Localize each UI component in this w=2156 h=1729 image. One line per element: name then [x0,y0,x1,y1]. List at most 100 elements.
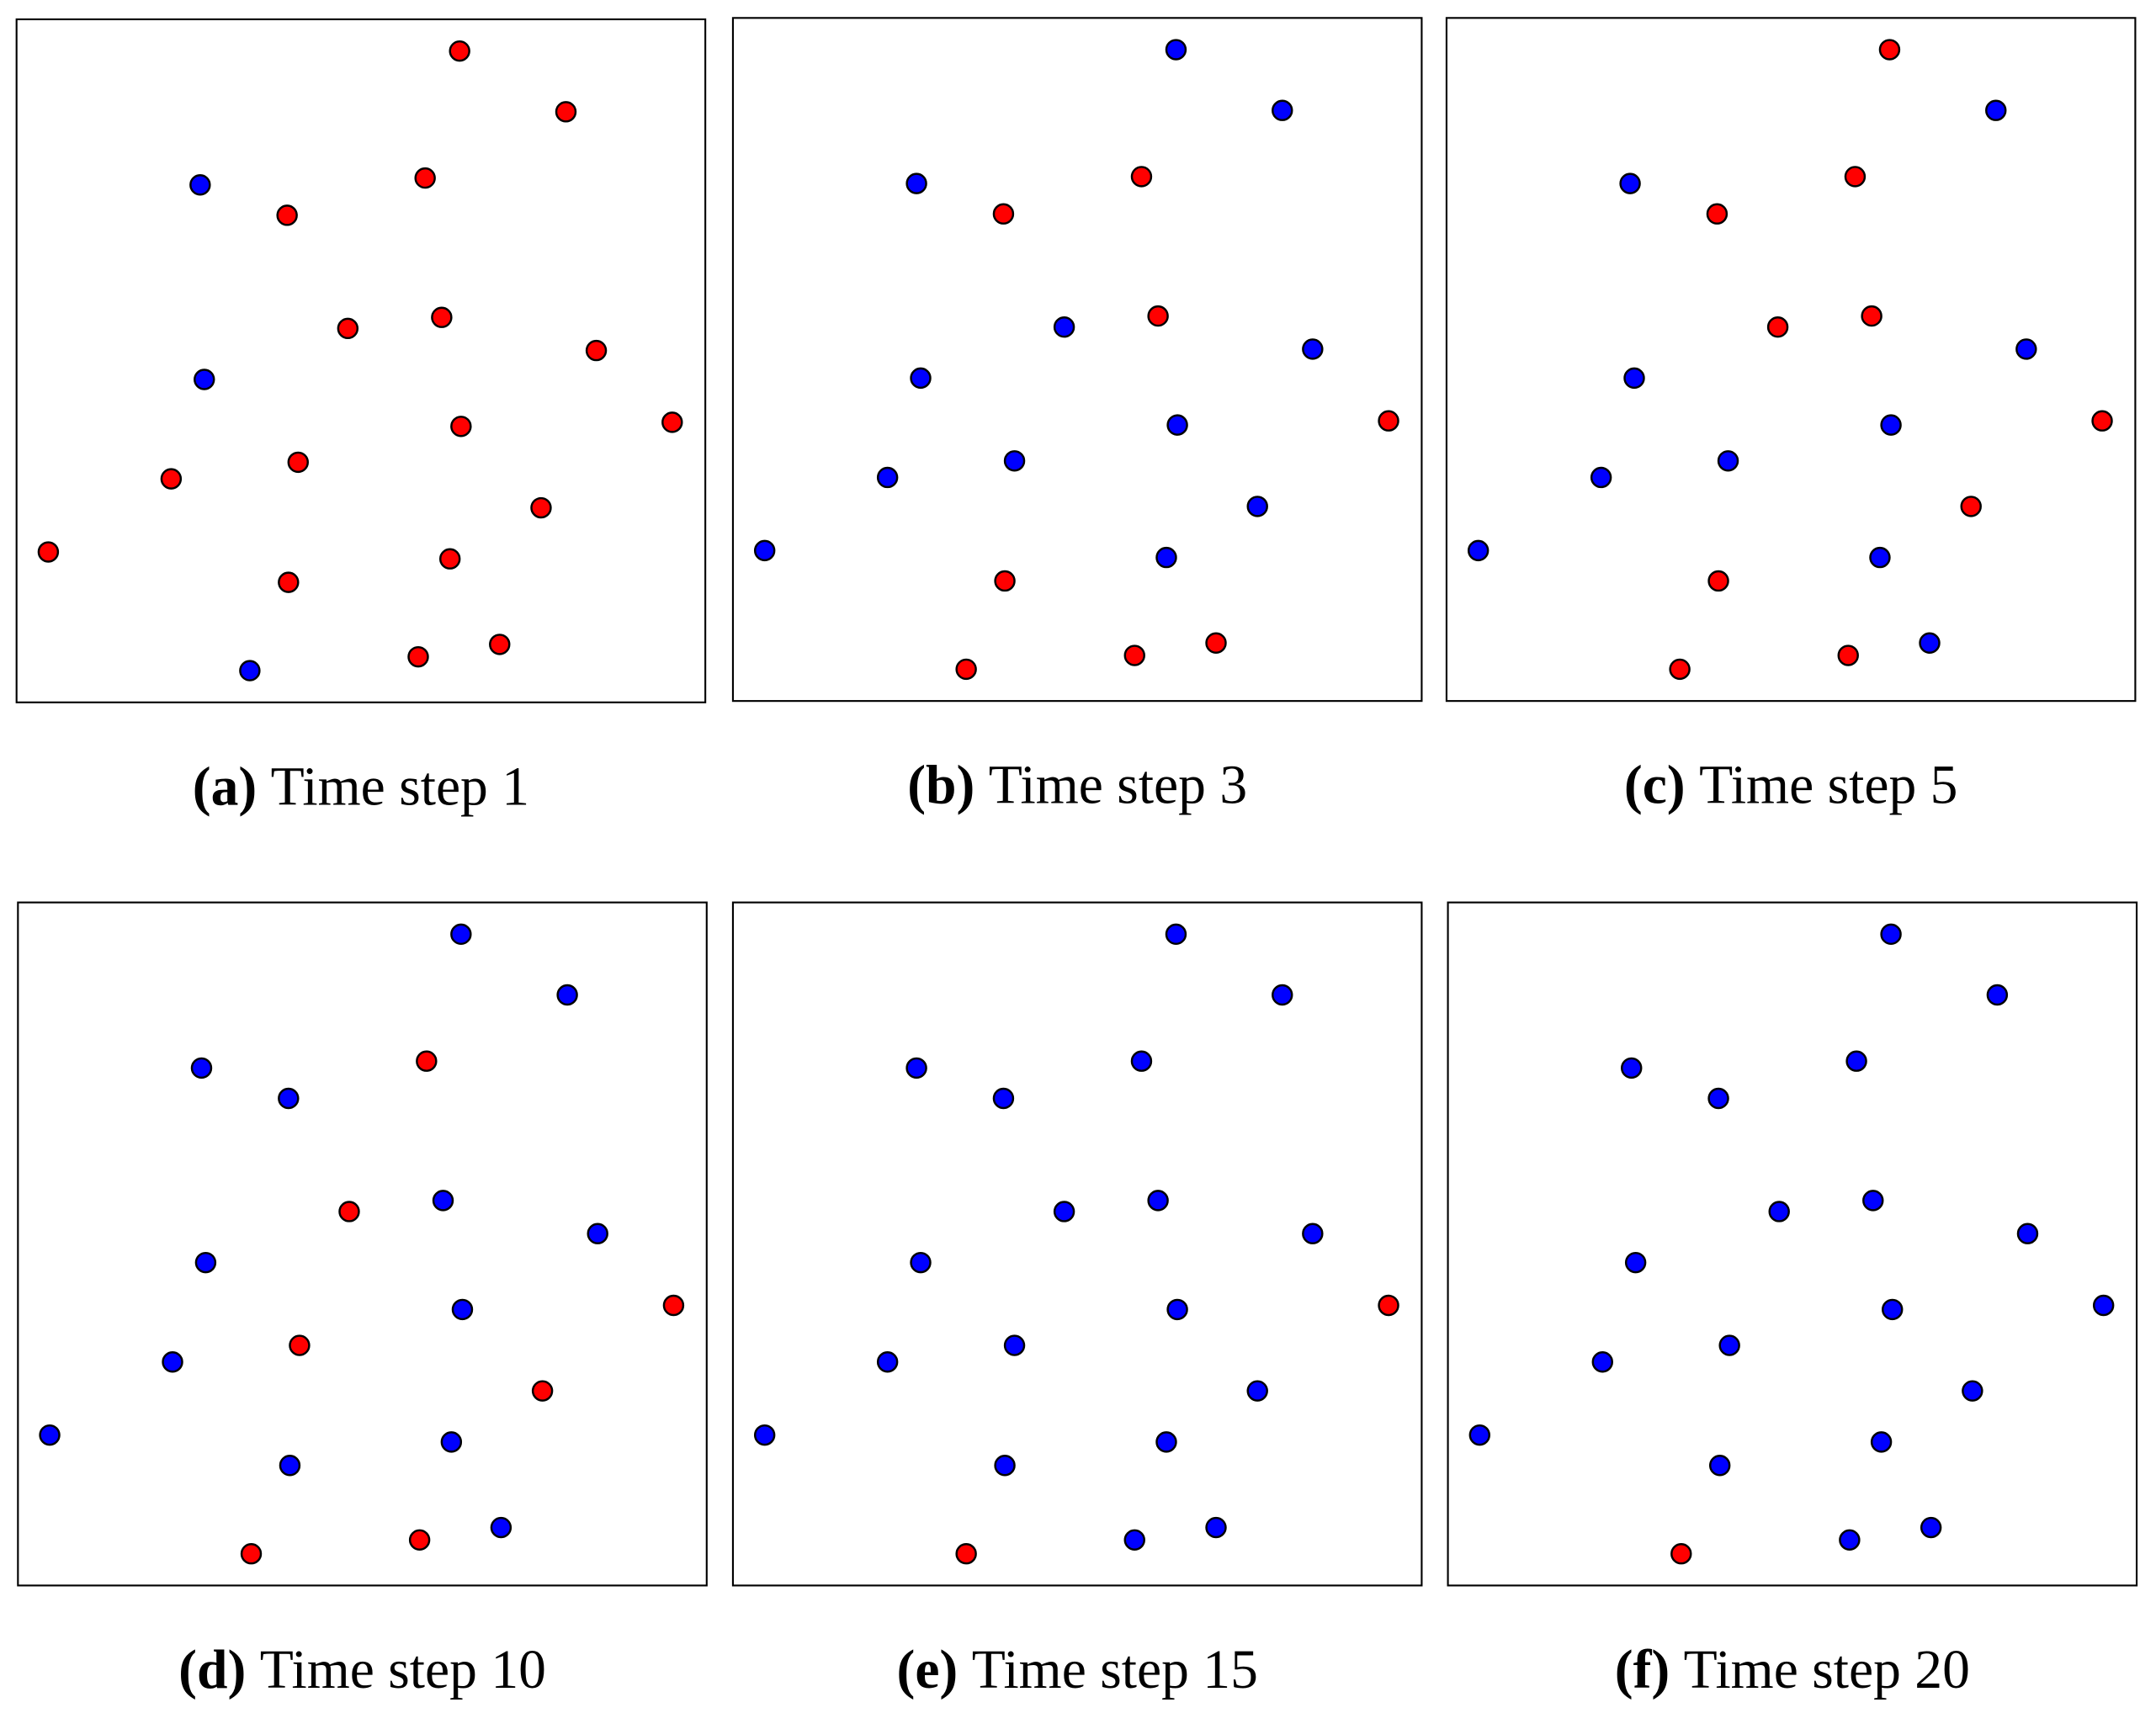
node [1837,644,1859,666]
node [661,411,683,433]
node [194,1251,217,1274]
node [1130,1050,1153,1072]
node [1130,166,1153,188]
node [194,369,215,390]
panel-frame [15,18,707,703]
node [279,1455,301,1477]
node [2092,1294,2115,1317]
node [753,1424,776,1446]
node [432,1190,454,1212]
node [1870,1431,1893,1453]
node [1623,367,1645,390]
node [2016,1222,2039,1244]
caption-text: Time step 20 [1684,1640,1970,1700]
node [994,1455,1016,1477]
node [1619,172,1641,194]
panel-label: (f) [1615,1640,1670,1700]
node [240,1543,263,1565]
panel: (b) Time step 3 [731,17,1423,816]
node [451,1298,474,1321]
panel-caption: (e) Time step 15 [896,1640,1257,1700]
node [994,570,1016,592]
panel-caption: (c) Time step 5 [1624,756,1958,816]
node [753,539,776,562]
node [239,660,261,682]
node [1272,984,1293,1006]
node [1707,570,1729,592]
node [662,1294,685,1317]
node [407,645,429,668]
node [1165,923,1187,946]
panel: (d) Time step 10 [17,901,708,1700]
node [1378,1294,1399,1317]
node [587,1222,608,1244]
node [489,634,511,655]
node [1246,1380,1268,1402]
node [1962,1380,1983,1402]
node [1155,1431,1177,1453]
node [876,466,899,489]
node [160,468,183,490]
panel: (c) Time step 5 [1445,17,2137,816]
panel-caption: (f) Time step 20 [1615,1640,1970,1700]
node [1165,39,1187,61]
node [1919,632,1941,654]
panel-label: (e) [896,1640,958,1700]
panel: (e) Time step 15 [731,901,1423,1700]
node [1768,1201,1790,1222]
node [955,1543,977,1565]
caption-text: Time step 5 [1699,756,1957,816]
panel-caption: (b) Time step 3 [907,756,1247,816]
caption-text: Time step 3 [989,756,1247,816]
node [1869,546,1891,569]
node [1166,1298,1188,1321]
node [910,1251,932,1274]
node [449,40,470,62]
node [278,571,300,593]
caption-text: Time step 10 [260,1640,546,1700]
node [1205,632,1227,654]
panel-frame [17,901,708,1587]
node [438,548,461,570]
panel-frame [731,901,1423,1587]
node [556,984,578,1006]
node [992,203,1015,225]
node [414,167,436,189]
node [1272,99,1293,121]
node [1839,1529,1861,1551]
node [1155,546,1177,569]
node [1468,1424,1491,1446]
node [450,923,472,946]
node [1053,1201,1075,1222]
node [1621,1057,1643,1079]
node [1670,1543,1692,1565]
node [876,1351,899,1373]
caption-text: Time step 15 [972,1640,1258,1700]
node [1378,410,1399,432]
panel-label: (c) [1624,756,1686,816]
node [162,1351,183,1373]
node [408,1529,431,1551]
node [1003,1334,1026,1356]
node [37,541,60,563]
node [1718,1334,1740,1356]
node [992,1087,1015,1110]
node [1706,203,1729,225]
node [1053,316,1075,338]
node [2015,338,2037,360]
node [39,1424,61,1446]
panel-caption: (d) Time step 10 [178,1640,546,1700]
node [1205,1516,1227,1539]
node [1717,450,1739,472]
node [910,367,932,390]
node [1147,305,1169,327]
panel-frame [731,17,1423,703]
node [450,416,472,438]
node [905,172,927,194]
node [1861,305,1883,327]
node [440,1431,463,1453]
node [287,451,309,474]
node [431,306,453,328]
node [1166,414,1188,436]
node [1920,1516,1942,1539]
